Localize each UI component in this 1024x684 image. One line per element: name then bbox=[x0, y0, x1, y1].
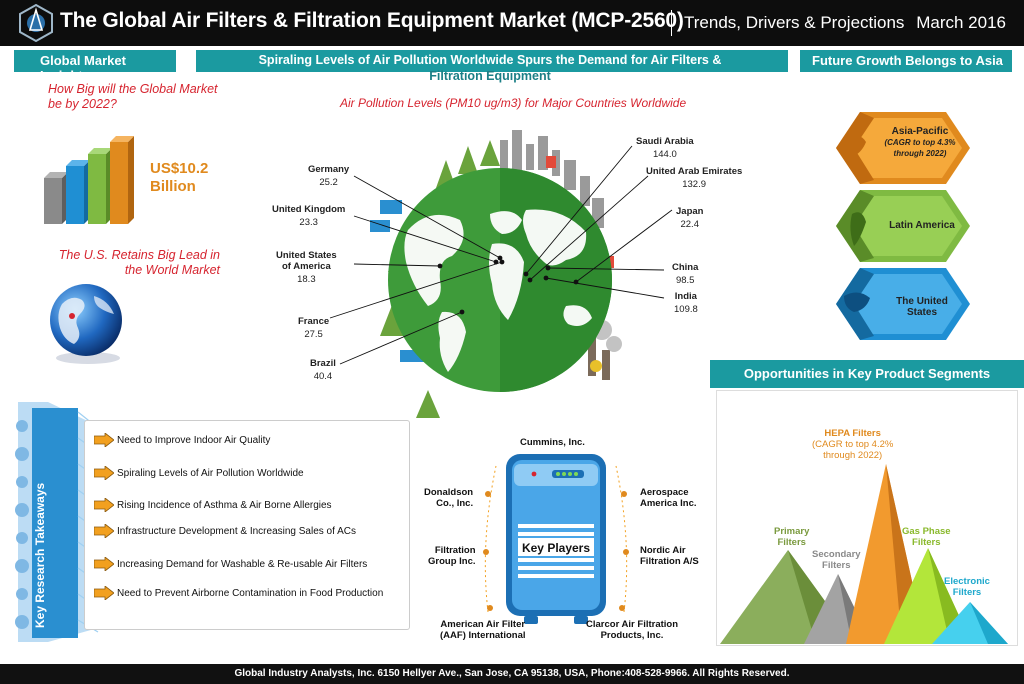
section-global-market-insights: Global Market Insights bbox=[14, 50, 176, 83]
gia-logo-icon bbox=[19, 4, 53, 42]
segment-electronic: Electronic Filters bbox=[944, 576, 990, 598]
takeaways-label: Key Research Takeaways bbox=[33, 482, 47, 628]
header-bar: The Global Air Filters & Filtration Equi… bbox=[0, 0, 1024, 46]
key-players-label: Key Players bbox=[521, 541, 591, 555]
arrow-right-icon bbox=[94, 524, 114, 538]
country-china: China 98.5 bbox=[672, 262, 699, 286]
country-united-kingdom: United Kingdom 23.3 bbox=[272, 204, 346, 228]
player-nordic-air: Nordic Air Filtration A/S bbox=[640, 545, 699, 567]
player-donaldson: Donaldson Co., Inc. bbox=[424, 487, 474, 509]
region-hexagons bbox=[836, 112, 970, 340]
player-aerospace-america: Aerospace America Inc. bbox=[640, 487, 697, 509]
country-france: France 27.5 bbox=[298, 316, 330, 340]
section-pollution-band bbox=[196, 50, 788, 72]
header-divider bbox=[671, 10, 672, 36]
us-lead-text: The U.S. Retains Big Lead in the World M… bbox=[58, 248, 220, 277]
page-title: The Global Air Filters & Filtration Equi… bbox=[60, 9, 684, 32]
takeaways-tab-graphic bbox=[15, 402, 99, 642]
country-saudi-arabia: Saudi Arabia 144.0 bbox=[636, 136, 694, 160]
region-asia-pacific: Asia-Pacific (CAGR to top 4.3% through 2… bbox=[884, 126, 956, 158]
region-latin-america: Latin America bbox=[889, 220, 955, 231]
takeaways-panel bbox=[84, 420, 410, 630]
section-opportunities: Opportunities in Key Product Segments bbox=[710, 360, 1024, 388]
player-filtration-group: Filtration Group Inc. bbox=[428, 545, 476, 567]
takeaway-item: Need to Prevent Airborne Contamination i… bbox=[94, 585, 383, 601]
section-pollution-title-2: Filtration Equipment bbox=[429, 69, 551, 83]
country-united-states: United States of America 18.3 bbox=[276, 250, 337, 285]
segment-hepa: HEPA Filters (CAGR to top 4.2% through 2… bbox=[812, 428, 894, 461]
takeaway-item: Spiraling Levels of Air Pollution Worldw… bbox=[94, 465, 304, 481]
country-germany: Germany 25.2 bbox=[308, 164, 350, 188]
country-uae: United Arab Emirates 132.9 bbox=[646, 166, 743, 190]
player-aaf-international: American Air Filter (AAF) International bbox=[440, 619, 526, 641]
globe-icon bbox=[50, 284, 122, 364]
segment-peaks-chart bbox=[720, 464, 1008, 644]
player-clarcor: Clarcor Air Filtration Products, Inc. bbox=[586, 619, 679, 641]
arrow-right-icon bbox=[94, 557, 114, 571]
player-cummins: Cummins, Inc. bbox=[520, 437, 585, 448]
segment-primary: Primary Filters bbox=[774, 526, 810, 548]
arrow-right-icon bbox=[94, 466, 114, 480]
air-purifier-illustration bbox=[483, 454, 629, 624]
country-india: India 109.8 bbox=[674, 291, 698, 315]
market-size-question: How Big will the Global Market be by 202… bbox=[48, 82, 218, 111]
pollution-chart-title: Air Pollution Levels (PM10 ug/m3) for Ma… bbox=[340, 96, 687, 110]
arrow-right-icon bbox=[94, 433, 114, 447]
pollution-earth-illustration bbox=[370, 130, 622, 418]
segment-secondary: Secondary Filters bbox=[812, 549, 861, 571]
country-japan: Japan 22.4 bbox=[676, 206, 704, 230]
takeaway-item: Infrastructure Development & Increasing … bbox=[94, 523, 356, 539]
segment-gas-phase: Gas Phase Filters bbox=[902, 526, 951, 548]
market-value-2022: US$10.2 Billion bbox=[150, 160, 209, 195]
section-pollution-title-1: Spiraling Levels of Air Pollution Worldw… bbox=[258, 53, 722, 67]
growth-bars-icon bbox=[44, 136, 134, 224]
region-united-states: The United States bbox=[896, 296, 948, 318]
header-date: March 2016 bbox=[916, 13, 1006, 32]
header-subtitle: Trends, Drivers & Projections bbox=[684, 13, 905, 32]
takeaway-item: Rising Incidence of Asthma & Air Borne A… bbox=[94, 497, 332, 513]
arrow-right-icon bbox=[94, 586, 114, 600]
footer: Global Industry Analysts, Inc. 6150 Hell… bbox=[0, 664, 1024, 684]
arrow-right-icon bbox=[94, 498, 114, 512]
takeaway-item: Increasing Demand for Washable & Re-usab… bbox=[94, 556, 367, 572]
takeaway-item: Need to Improve Indoor Air Quality bbox=[94, 432, 270, 448]
country-brazil: Brazil 40.4 bbox=[310, 358, 336, 382]
section-future-growth-asia: Future Growth Belongs to Asia bbox=[800, 50, 1012, 72]
